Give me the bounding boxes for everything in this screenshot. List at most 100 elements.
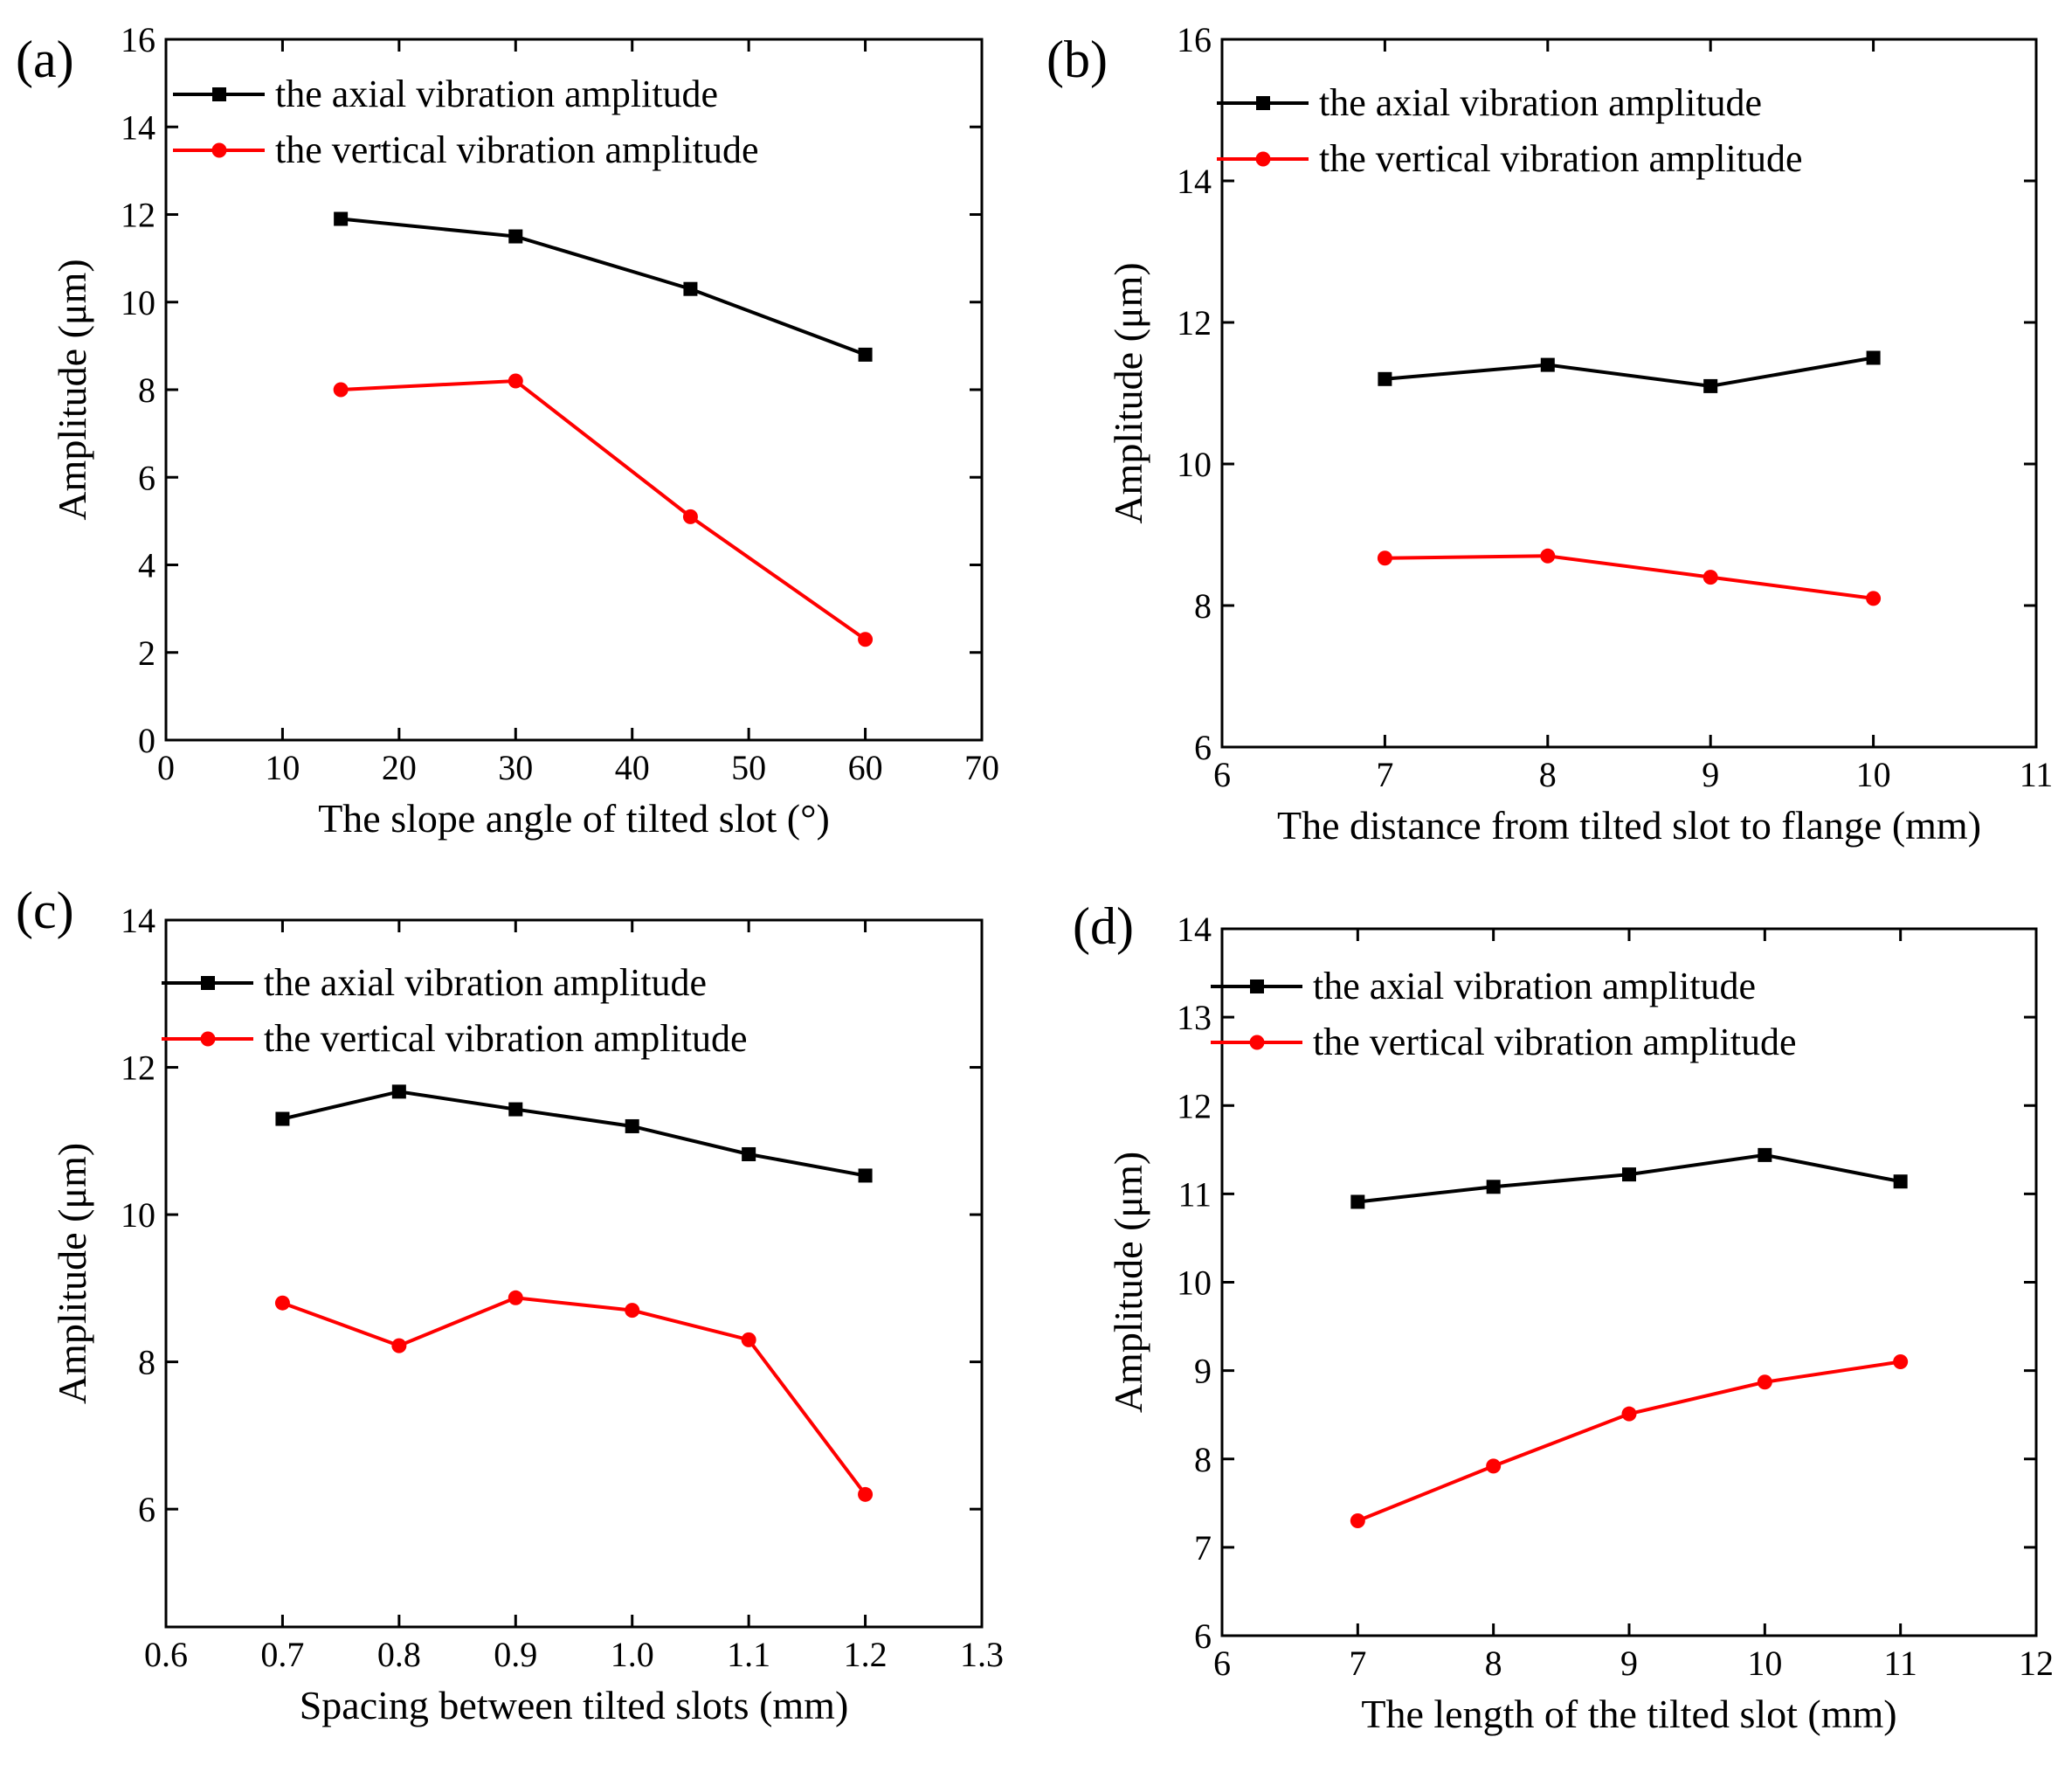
x-tick-label: 12 [2019, 1644, 2054, 1683]
legend: the axial vibration amplitude the vertica… [162, 961, 747, 1060]
data-point-square [1758, 1147, 1772, 1162]
y-tick-label: 8 [1194, 1440, 1212, 1479]
y-tick-label: 6 [1194, 1616, 1212, 1656]
legend: the axial vibration amplitude the vertica… [1217, 81, 1802, 180]
x-tick-label: 9 [1620, 1644, 1638, 1683]
y-tick-label: 14 [1177, 162, 1212, 201]
y-tick-label: 7 [1194, 1528, 1212, 1568]
y-tick-label: 12 [1177, 303, 1212, 343]
data-point-square [1540, 357, 1555, 372]
x-axis-title: The distance from tilted slot to flange … [1277, 803, 1981, 848]
y-axis-title: Amplitude (μm) [1106, 262, 1150, 523]
data-point-square [1350, 1194, 1365, 1209]
series-line [1385, 356, 1874, 388]
y-tick-label: 9 [1194, 1352, 1212, 1391]
chart-panel-b: (b) 6 7 8 9 10 11 6 8 10 12 14 16 The distance from t… [1046, 20, 2053, 848]
y-tick-label: 8 [138, 1343, 155, 1382]
y-tick-label: 8 [1194, 586, 1212, 626]
legend: the axial vibration amplitude the vertica… [1211, 965, 1796, 1063]
legend-marker-square [1256, 96, 1270, 110]
x-tick-label: 8 [1485, 1644, 1502, 1683]
y-tick-label: 16 [1177, 20, 1212, 59]
panel-label: (d) [1073, 897, 1134, 955]
data-point-circle [508, 1290, 523, 1305]
y-tick-label: 10 [1177, 445, 1212, 484]
x-tick-label: 0 [157, 748, 175, 787]
series-line [281, 1090, 866, 1178]
data-point-square [742, 1146, 756, 1161]
series-vertical [1350, 1354, 1909, 1529]
chart-panel-a: (a) 0 10 20 30 40 50 60 70 0 2 4 6 8 10 12 14 16 The slope… [16, 20, 999, 841]
data-point-circle [1350, 1513, 1365, 1529]
x-tick-label: 1.1 [727, 1635, 770, 1674]
legend-marker-square [212, 87, 226, 101]
y-tick-label: 14 [121, 107, 155, 147]
x-tick-label: 8 [1539, 755, 1557, 794]
legend-label: the axial vibration amplitude [264, 961, 707, 1004]
x-tick-label: 7 [1349, 1644, 1366, 1683]
data-point-circle [625, 1303, 640, 1319]
data-point-circle [1757, 1374, 1772, 1390]
x-tick-label: 7 [1376, 755, 1393, 794]
x-tick-label: 1.3 [960, 1635, 1004, 1674]
legend-marker-circle [211, 142, 227, 158]
data-point-circle [1893, 1354, 1909, 1370]
y-tick-label: 13 [1177, 998, 1212, 1037]
x-tick-label: 30 [498, 748, 533, 787]
x-axis-title: Spacing between tilted slots (mm) [300, 1683, 849, 1727]
series-vertical [274, 1290, 874, 1502]
data-point-circle [858, 632, 874, 647]
x-tick-label: 11 [2020, 755, 2054, 794]
legend-marker-square [1250, 979, 1264, 993]
legend-label: the vertical vibration amplitude [264, 1017, 747, 1060]
legend-label: the vertical vibration amplitude [1319, 137, 1802, 180]
legend-label: the vertical vibration amplitude [1313, 1021, 1796, 1063]
x-tick-label: 10 [265, 748, 300, 787]
data-point-circle [1621, 1406, 1637, 1422]
data-point-circle [1486, 1458, 1502, 1474]
legend-marker-circle [200, 1031, 216, 1047]
y-tick-label: 10 [1177, 1263, 1212, 1303]
x-tick-label: 10 [1747, 1644, 1782, 1683]
chart-panel-d: (d) 6 7 8 9 10 11 12 6 7 8 9 10 11 12 13 14 The length of… [1073, 897, 2054, 1736]
series-axial [1350, 1147, 1908, 1209]
y-tick-label: 11 [1178, 1174, 1212, 1214]
x-tick-label: 9 [1702, 755, 1719, 794]
y-tick-label: 12 [121, 196, 155, 235]
legend-label: the vertical vibration amplitude [275, 128, 758, 171]
x-tick-label: 70 [964, 748, 999, 787]
data-point-circle [1702, 570, 1718, 585]
data-point-square [1866, 350, 1881, 365]
y-axis-title: Amplitude (μm) [50, 259, 94, 520]
data-point-circle [682, 509, 698, 524]
data-point-square [1486, 1180, 1501, 1194]
x-axis-title: The slope angle of tilted slot (°) [318, 796, 830, 841]
data-point-circle [274, 1295, 290, 1311]
series-line [1385, 554, 1874, 600]
series-line [281, 1296, 867, 1496]
legend-marker-circle [1255, 151, 1271, 167]
series-vertical [333, 373, 874, 647]
y-tick-label: 10 [121, 1195, 155, 1235]
y-tick-label: 12 [121, 1049, 155, 1088]
y-tick-label: 8 [138, 370, 155, 410]
data-point-square [1622, 1167, 1636, 1182]
data-point-square [508, 229, 523, 244]
data-point-square [858, 347, 873, 362]
data-point-square [391, 1084, 406, 1099]
x-tick-label: 6 [1213, 755, 1231, 794]
legend-label: the axial vibration amplitude [1319, 81, 1762, 124]
data-point-circle [1866, 591, 1882, 606]
y-tick-label: 10 [121, 283, 155, 322]
legend-marker-square [201, 976, 215, 990]
y-axis-title: Amplitude (μm) [1106, 1152, 1150, 1413]
y-tick-label: 14 [121, 901, 155, 940]
y-tick-label: 4 [138, 546, 155, 585]
data-point-square [1378, 371, 1392, 386]
data-point-square [1893, 1174, 1908, 1189]
x-tick-label: 50 [731, 748, 766, 787]
data-point-circle [741, 1332, 756, 1347]
y-tick-label: 12 [1177, 1086, 1212, 1125]
x-tick-label: 0.6 [144, 1635, 188, 1674]
